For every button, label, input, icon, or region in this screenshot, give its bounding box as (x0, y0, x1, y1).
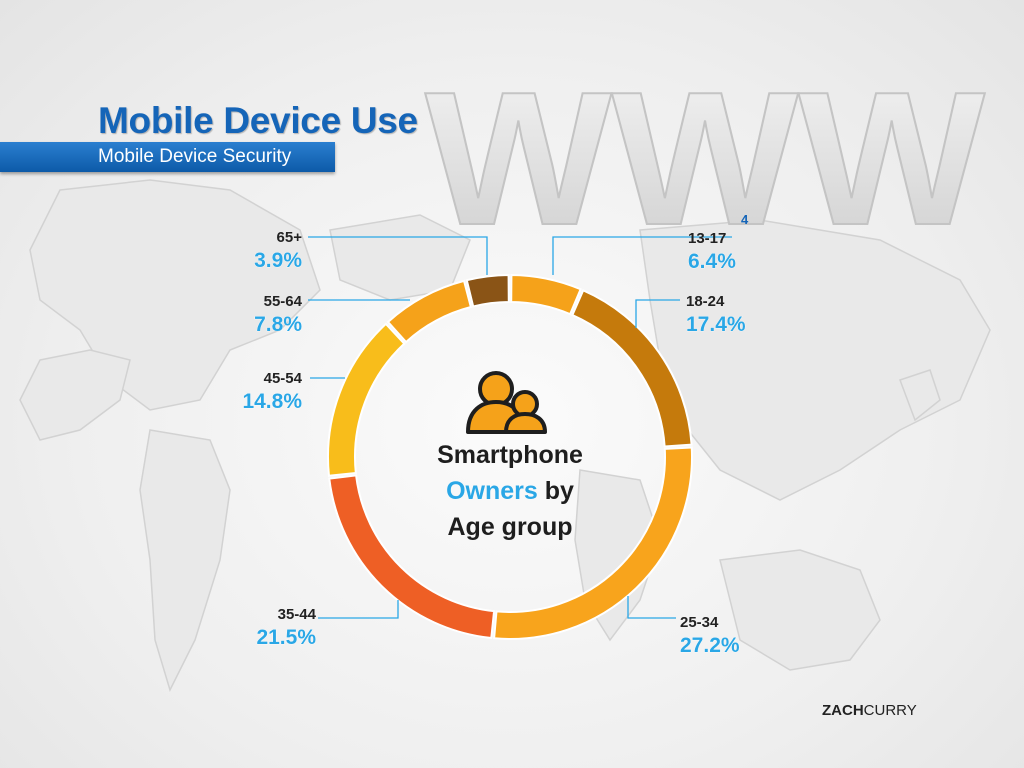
percent-label-13-17: 6.4% (688, 250, 736, 273)
donut-slices (327, 273, 693, 640)
age-label-45-54: 45-54 (264, 370, 303, 387)
center-label-highlight: Owners (446, 477, 538, 505)
brand-rest: CURRY (863, 702, 917, 719)
center-label-line1: Smartphone (437, 441, 583, 469)
percent-label-45-54: 14.8% (242, 390, 302, 413)
slide-subtitle: Mobile Device Security (98, 146, 292, 167)
subtitle-bar (0, 142, 335, 172)
age-label-35-44: 35-44 (278, 606, 317, 623)
brand-bold: ZACH (822, 702, 864, 719)
donut-slice-45-54 (327, 322, 406, 477)
donut-slice-35-44 (328, 474, 496, 640)
world-map-continents (19, 179, 991, 693)
percent-label-55-64: 7.8% (254, 313, 302, 336)
people-icon (466, 371, 547, 434)
center-label-line2-rest: by (538, 477, 574, 505)
percent-label-35-44: 21.5% (256, 626, 316, 649)
donut-slice-65+ (465, 273, 510, 308)
www-background-text: WWW (425, 53, 986, 265)
footnote-marker: 4 (741, 212, 749, 227)
age-label-55-64: 55-64 (264, 293, 303, 310)
age-label-65+: 65+ (277, 229, 303, 246)
percent-label-25-34: 27.2% (680, 634, 740, 657)
leader-line-65+ (308, 236, 488, 275)
age-label-18-24: 18-24 (686, 293, 725, 310)
leader-lines (308, 236, 732, 619)
age-label-25-34: 25-34 (680, 614, 719, 631)
slice-labels: 13-17 6.4% 18-24 17.4% 25-34 27.2% 35-44 21.5% 4… (242, 229, 746, 657)
leader-line-13-17 (552, 236, 732, 275)
donut-slice-55-64 (386, 279, 473, 344)
leader-line-25-34 (627, 596, 676, 619)
age-label-13-17: 13-17 (688, 230, 726, 247)
donut-slice-18-24 (571, 289, 693, 448)
percent-label-65+: 3.9% (254, 249, 302, 272)
percent-label-18-24: 17.4% (686, 313, 746, 336)
leader-line-35-44 (318, 600, 399, 619)
donut-slice-13-17 (510, 273, 582, 316)
center-label-line2: Owners by (446, 477, 574, 505)
slide-title: Mobile Device Use (98, 100, 418, 141)
center-label-line3: Age group (448, 513, 573, 541)
donut-slice-25-34 (493, 446, 693, 640)
brand-logo: ZACHCURRY (822, 702, 917, 719)
leader-line-18-24 (635, 299, 680, 328)
